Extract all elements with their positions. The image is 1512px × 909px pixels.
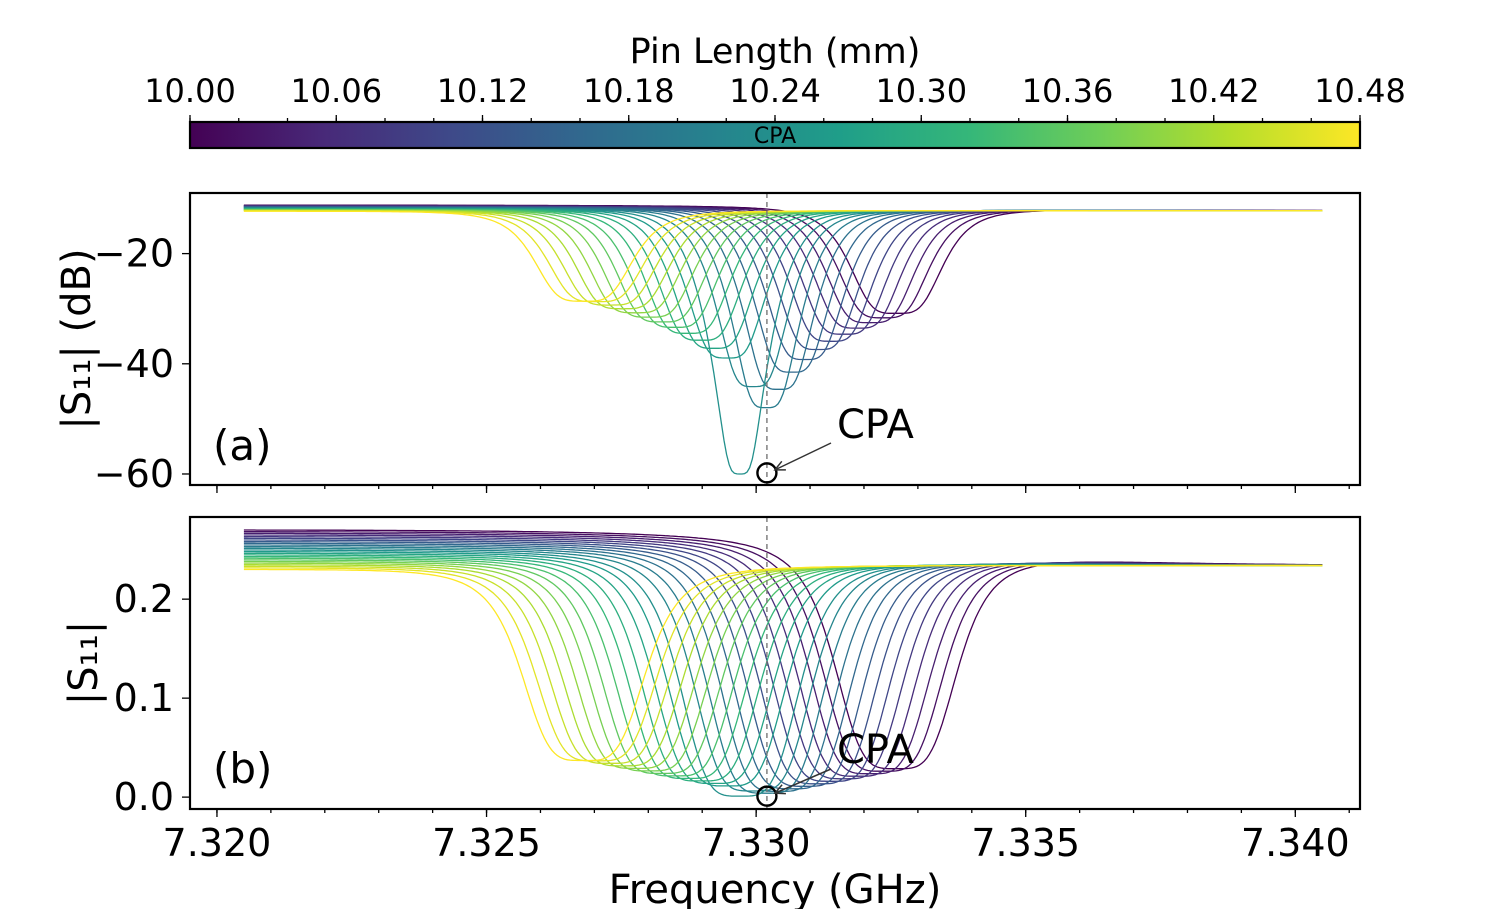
panel-b-cpa-annotation: CPA bbox=[837, 727, 914, 773]
x-tick-label: 7.320 bbox=[163, 821, 272, 865]
y-tick-label: 0.1 bbox=[114, 676, 174, 720]
panel-a-curves bbox=[243, 204, 1323, 475]
panel-a-series-line bbox=[243, 204, 1323, 314]
panel-a-ylabel: |S₁₁| (dB) bbox=[54, 248, 100, 429]
colorbar-tick-label: 10.36 bbox=[1022, 72, 1114, 110]
colorbar-tick-label: 10.12 bbox=[437, 72, 529, 110]
panel-a: −20 −40 −60 (a) |S₁₁| (dB) CPA bbox=[54, 191, 1362, 496]
panel-b-series-line bbox=[243, 557, 1323, 777]
panel-a-cpa-arrow bbox=[774, 442, 832, 471]
panel-a-cpa-arrowhead bbox=[773, 460, 786, 471]
colorbar-tick-label: 10.42 bbox=[1168, 72, 1260, 110]
colorbar-ticks: 10.00 10.06 10.12 10.18 10.24 10.30 10.36 10.42… bbox=[144, 72, 1406, 122]
panel-a-cpa-marker bbox=[756, 462, 778, 484]
colorbar-tick-label: 10.24 bbox=[729, 72, 821, 110]
colorbar-title: Pin Length (mm) bbox=[630, 32, 921, 72]
panel-b-series-line bbox=[243, 564, 1323, 762]
x-tick-label: 7.330 bbox=[702, 821, 811, 865]
panel-b-series-line bbox=[243, 559, 1323, 775]
panel-b-cpa-arrowhead bbox=[773, 784, 786, 795]
panel-a-label: (a) bbox=[213, 421, 272, 470]
panel-b-label: (b) bbox=[213, 744, 272, 793]
x-axis-label: Frequency (GHz) bbox=[609, 867, 942, 909]
panel-a-ticks: −20 −40 −60 bbox=[94, 232, 1350, 496]
colorbar-frame bbox=[188, 120, 1362, 150]
y-tick-label: −60 bbox=[94, 452, 174, 496]
panel-b-series-line bbox=[243, 552, 1323, 785]
panel-a-series-line bbox=[243, 208, 1323, 334]
panel-b-series-line bbox=[243, 544, 1323, 792]
panel-a-series-line bbox=[243, 209, 1323, 314]
x-tick-label: 7.340 bbox=[1241, 821, 1350, 865]
panel-a-series-line bbox=[243, 205, 1323, 335]
panel-a-series-line bbox=[243, 207, 1323, 475]
x-tick-label: 7.335 bbox=[971, 821, 1080, 865]
colorbar-gradient bbox=[190, 122, 1360, 148]
panel-a-series-line bbox=[243, 206, 1323, 351]
panel-a-frame bbox=[188, 191, 1362, 487]
panel-b-ticks: 7.320 7.325 7.330 7.335 7.340 0.0 0.1 0.2 bbox=[114, 577, 1350, 865]
y-tick-label: −40 bbox=[94, 342, 174, 386]
y-tick-label: 0.2 bbox=[114, 577, 174, 621]
x-tick-label: 7.325 bbox=[432, 821, 541, 865]
colorbar-tick-label: 10.18 bbox=[583, 72, 675, 110]
panel-a-series-line bbox=[243, 208, 1323, 349]
panel-b-series-line bbox=[243, 560, 1323, 772]
colorbar-marker-label: CPA bbox=[754, 124, 796, 149]
y-tick-label: 0.0 bbox=[114, 775, 174, 819]
panel-b-curves bbox=[243, 529, 1323, 797]
panel-a-series-line bbox=[243, 209, 1323, 302]
panel-b-series-line bbox=[243, 554, 1323, 782]
colorbar: Pin Length (mm) 10.00 10.06 10.12 10.18 10.2… bbox=[144, 32, 1406, 150]
colorbar-tick-label: 10.00 bbox=[144, 72, 236, 110]
y-tick-label: −20 bbox=[94, 232, 174, 276]
panel-a-series-line bbox=[243, 209, 1323, 310]
panel-b-cpa-arrow bbox=[774, 768, 832, 794]
panel-b: 7.320 7.325 7.330 7.335 7.340 0.0 0.1 0.2 (b) |… bbox=[61, 515, 1362, 909]
colorbar-tick-label: 10.06 bbox=[290, 72, 382, 110]
colorbar-tick-label: 10.48 bbox=[1314, 72, 1406, 110]
panel-a-series-line bbox=[243, 208, 1323, 341]
panel-a-cpa-annotation: CPA bbox=[837, 402, 914, 448]
panel-b-series-line bbox=[243, 555, 1323, 780]
panel-a-series-line bbox=[243, 207, 1323, 409]
panel-b-cpa-marker bbox=[756, 785, 778, 807]
panel-a-series-line bbox=[243, 204, 1323, 319]
panel-b-series-line bbox=[243, 536, 1323, 780]
colorbar-tick-label: 10.30 bbox=[875, 72, 967, 110]
panel-b-series-line bbox=[243, 534, 1323, 777]
panel-b-ylabel: |S₁₁| bbox=[61, 621, 107, 705]
panel-b-frame bbox=[188, 515, 1362, 811]
panel-b-series-line bbox=[243, 539, 1323, 785]
